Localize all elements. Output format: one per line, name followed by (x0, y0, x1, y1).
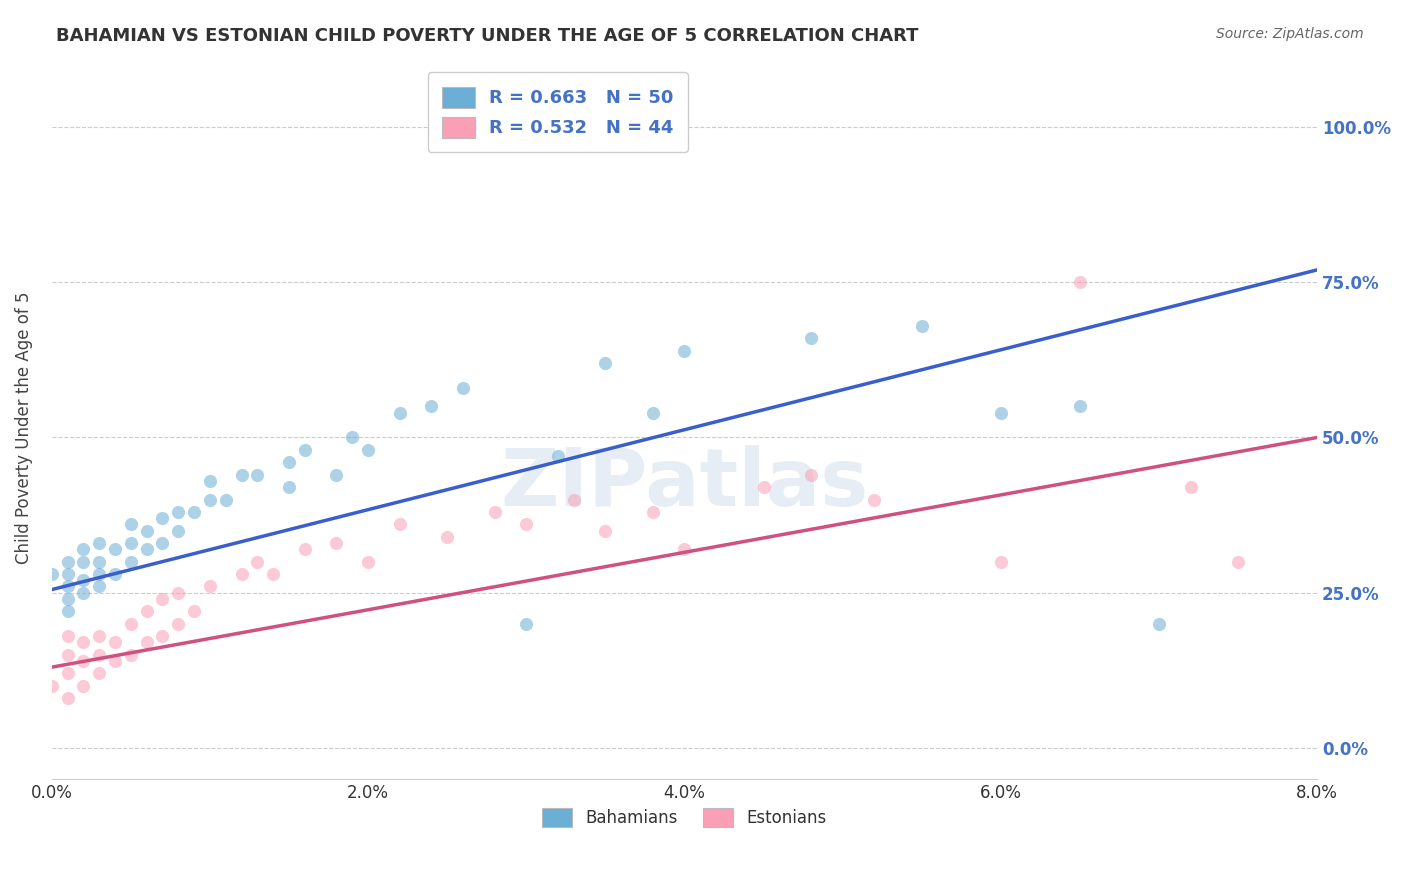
Point (515, 616, 537, 631)
Point (246, 467, 269, 482)
Point (1180, 480, 1202, 494)
Point (420, 400, 443, 414)
Point (72, 574, 94, 588)
Point (120, 648, 142, 662)
Point (357, 442, 380, 457)
Point (231, 467, 253, 482)
Point (104, 567, 127, 582)
Point (1069, 400, 1091, 414)
Point (135, 524, 157, 538)
Point (56, 604, 79, 618)
Point (120, 555, 142, 569)
Point (56, 567, 79, 582)
Point (72, 542, 94, 557)
Legend: Bahamians, Estonians: Bahamians, Estonians (536, 801, 834, 834)
Text: ZIPatlas: ZIPatlas (501, 445, 869, 524)
Point (1069, 275, 1091, 289)
Point (215, 492, 238, 507)
Point (56, 629, 79, 643)
Point (278, 480, 301, 494)
Point (673, 542, 696, 557)
Point (167, 505, 190, 519)
Point (198, 492, 221, 507)
Point (135, 542, 157, 557)
Point (294, 542, 316, 557)
Point (56, 666, 79, 681)
Point (641, 505, 664, 519)
Point (120, 616, 142, 631)
Point (135, 635, 157, 649)
Point (388, 406, 411, 420)
Text: Source: ZipAtlas.com: Source: ZipAtlas.com (1216, 27, 1364, 41)
Point (72, 679, 94, 693)
Point (800, 467, 823, 482)
Point (800, 331, 823, 345)
Point (752, 480, 775, 494)
Point (89, 648, 111, 662)
Point (673, 343, 696, 358)
Point (911, 318, 934, 333)
Point (72, 555, 94, 569)
Point (152, 511, 174, 525)
Point (56, 648, 79, 662)
Point (135, 604, 157, 618)
Point (562, 492, 585, 507)
Point (231, 567, 253, 582)
Y-axis label: Child Poverty Under the Age of 5: Child Poverty Under the Age of 5 (15, 292, 32, 565)
Point (152, 536, 174, 550)
Point (152, 591, 174, 606)
Point (152, 629, 174, 643)
Point (89, 555, 111, 569)
Point (1227, 555, 1250, 569)
Point (547, 449, 569, 463)
Point (41, 679, 63, 693)
Point (278, 455, 301, 469)
Point (1147, 616, 1170, 631)
Point (89, 666, 111, 681)
Point (167, 524, 190, 538)
Point (595, 524, 617, 538)
Point (262, 567, 284, 582)
Point (183, 505, 205, 519)
Point (167, 585, 190, 599)
Point (990, 555, 1012, 569)
Point (120, 517, 142, 532)
Point (89, 629, 111, 643)
Point (325, 536, 347, 550)
Point (56, 579, 79, 593)
Point (72, 654, 94, 668)
Point (41, 567, 63, 582)
Point (198, 474, 221, 488)
Point (436, 530, 458, 544)
Point (89, 579, 111, 593)
Point (104, 635, 127, 649)
Point (246, 555, 269, 569)
Point (120, 536, 142, 550)
Point (198, 579, 221, 593)
Point (56, 691, 79, 706)
Point (89, 567, 111, 582)
Point (595, 356, 617, 370)
Point (641, 406, 664, 420)
Point (56, 591, 79, 606)
Point (89, 536, 111, 550)
Point (357, 555, 380, 569)
Point (167, 616, 190, 631)
Point (484, 505, 506, 519)
Point (451, 381, 474, 395)
Text: BAHAMIAN VS ESTONIAN CHILD POVERTY UNDER THE AGE OF 5 CORRELATION CHART: BAHAMIAN VS ESTONIAN CHILD POVERTY UNDER… (56, 27, 918, 45)
Point (863, 492, 886, 507)
Point (515, 517, 537, 532)
Point (325, 467, 347, 482)
Point (990, 406, 1012, 420)
Point (104, 654, 127, 668)
Point (183, 604, 205, 618)
Point (342, 430, 364, 444)
Point (72, 585, 94, 599)
Point (388, 517, 411, 532)
Point (56, 555, 79, 569)
Point (294, 442, 316, 457)
Point (104, 542, 127, 557)
Point (72, 635, 94, 649)
